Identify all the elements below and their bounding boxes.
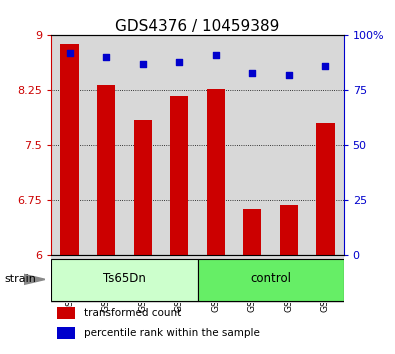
Bar	[280, 205, 298, 255]
Point	[103, 55, 109, 60]
Bar	[271, 35, 307, 255]
Bar	[57, 307, 75, 319]
Bar	[170, 96, 188, 255]
Bar	[307, 35, 344, 255]
Bar	[88, 35, 124, 255]
Bar	[243, 209, 261, 255]
Bar	[51, 259, 198, 301]
Bar	[234, 35, 271, 255]
Bar	[307, 255, 344, 303]
Bar	[234, 255, 271, 303]
Bar	[124, 255, 161, 303]
Bar	[51, 35, 88, 255]
Text: percentile rank within the sample: percentile rank within the sample	[83, 328, 260, 338]
Point	[66, 50, 73, 56]
Bar	[124, 35, 161, 255]
Point	[176, 59, 182, 65]
Bar	[198, 259, 344, 301]
Point	[322, 63, 329, 69]
Text: Ts65Dn: Ts65Dn	[103, 272, 146, 285]
Text: control: control	[250, 272, 291, 285]
Bar	[161, 255, 198, 303]
Point	[139, 61, 146, 67]
Title: GDS4376 / 10459389: GDS4376 / 10459389	[115, 19, 280, 34]
Point	[213, 52, 219, 58]
Point	[286, 72, 292, 78]
Bar	[60, 44, 79, 255]
Bar	[97, 85, 115, 255]
Bar	[316, 124, 335, 255]
Text: strain: strain	[4, 274, 36, 284]
Bar	[88, 255, 124, 303]
Bar	[134, 120, 152, 255]
Bar	[207, 89, 225, 255]
Point	[249, 70, 256, 76]
Bar	[198, 255, 234, 303]
Bar	[271, 255, 307, 303]
Bar	[198, 35, 234, 255]
Bar	[57, 327, 75, 338]
Text: transformed count: transformed count	[83, 308, 181, 318]
Polygon shape	[24, 274, 45, 285]
Bar	[161, 35, 198, 255]
Bar	[51, 255, 88, 303]
